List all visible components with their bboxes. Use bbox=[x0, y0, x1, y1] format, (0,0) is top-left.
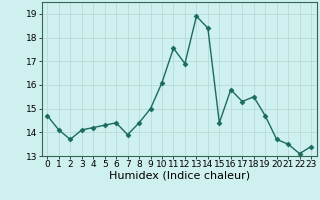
X-axis label: Humidex (Indice chaleur): Humidex (Indice chaleur) bbox=[108, 171, 250, 181]
